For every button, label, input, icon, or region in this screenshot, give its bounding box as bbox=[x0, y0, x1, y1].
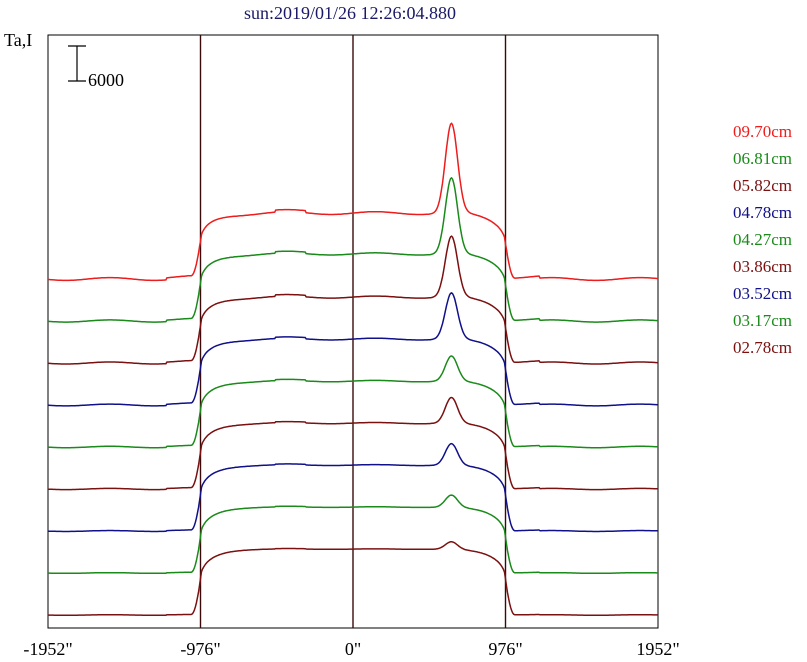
legend-item-7: 03.17cm bbox=[733, 311, 793, 330]
legend-item-6: 03.52cm bbox=[733, 284, 793, 303]
x-tick-label-2: 0" bbox=[345, 639, 361, 659]
legend-item-8: 02.78cm bbox=[733, 338, 793, 357]
series-line-04.78cm bbox=[48, 292, 658, 407]
x-tick-label-4: 1952" bbox=[636, 639, 679, 659]
legend-item-1: 06.81cm bbox=[733, 149, 793, 168]
series-line-05.82cm bbox=[47, 235, 659, 365]
series-line-03.86cm bbox=[48, 396, 658, 491]
x-tick-label-0: -1952" bbox=[23, 639, 72, 659]
series-line-03.17cm bbox=[48, 494, 658, 575]
series-line-03.52cm bbox=[47, 442, 659, 533]
legend: 09.70cm 06.81cm 05.82cm 04.78cm 04.27cm 03.86… bbox=[733, 118, 807, 361]
series-line-04.27cm bbox=[47, 355, 659, 449]
x-tick-label-3: 976" bbox=[488, 639, 522, 659]
y-axis-label: Ta,I bbox=[4, 30, 33, 50]
series-line-02.78cm bbox=[48, 541, 658, 616]
x-tick-label-1: -976" bbox=[180, 639, 220, 659]
legend-item-5: 03.86cm bbox=[733, 257, 793, 276]
series-line-06.81cm bbox=[47, 176, 659, 323]
legend-item-3: 04.78cm bbox=[733, 203, 793, 222]
legend-item-0: 09.70cm bbox=[733, 122, 793, 141]
scale-bar-label: 6000 bbox=[88, 70, 124, 90]
chart-title: sun:2019/01/26 12:26:04.880 bbox=[243, 3, 456, 23]
legend-item-2: 05.82cm bbox=[733, 176, 793, 195]
series-line-09.70cm bbox=[47, 122, 659, 282]
legend-item-4: 04.27cm bbox=[733, 230, 793, 249]
